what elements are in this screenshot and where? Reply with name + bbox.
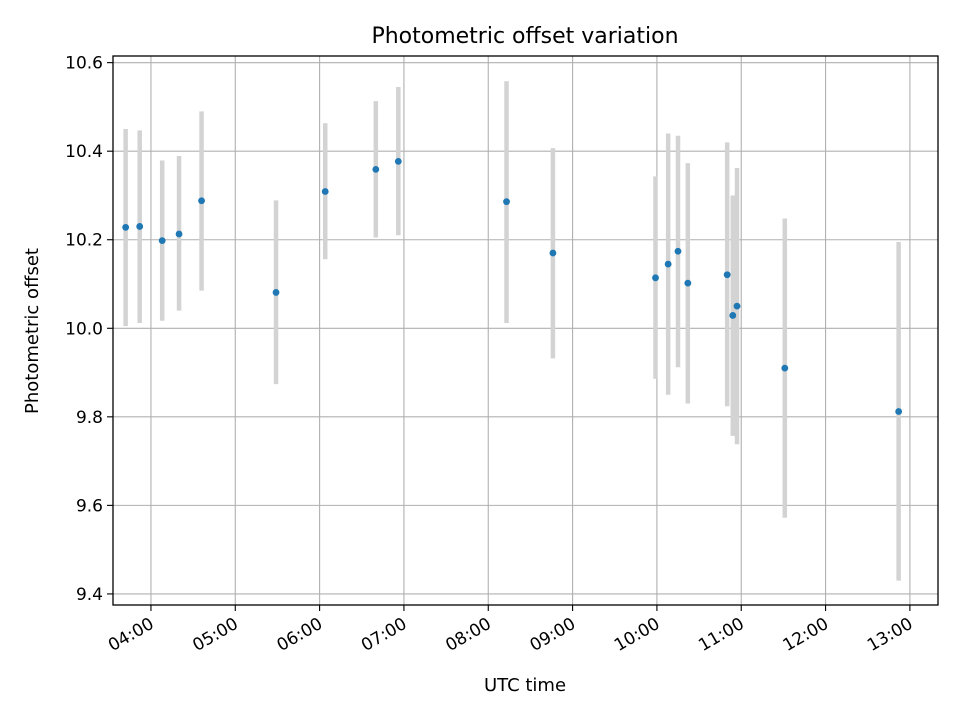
y-tick-label: 10.0: [65, 319, 103, 339]
data-point: [175, 230, 183, 238]
chart-title: Photometric offset variation: [371, 24, 678, 49]
data-point: [684, 279, 692, 287]
data-point: [652, 274, 659, 282]
data-point: [158, 237, 166, 245]
data-point: [272, 289, 280, 296]
y-tick-label: 9.6: [76, 496, 103, 516]
data-point: [674, 247, 682, 255]
data-point: [895, 408, 903, 415]
x-axis-label: UTC time: [484, 675, 566, 696]
data-point: [664, 260, 672, 268]
data-point: [723, 271, 731, 279]
point-layer: [122, 157, 903, 415]
y-tick-label: 10.6: [65, 54, 103, 74]
y-tick-label: 9.8: [76, 408, 103, 428]
data-point: [136, 223, 144, 230]
y-tick-layer: 9.4 9.6 9.8 10.0 10.2 10.4 10.6: [65, 54, 113, 605]
data-point: [503, 198, 510, 206]
data-point: [781, 364, 789, 372]
plot-frame: [112, 55, 939, 606]
y-tick-label: 9.4: [76, 585, 103, 605]
grid-layer: [113, 56, 938, 605]
y-tick-label: 10.4: [65, 142, 103, 162]
data-point: [729, 312, 737, 319]
data-point: [549, 249, 557, 257]
data-point: [733, 302, 741, 310]
data-point: [321, 188, 329, 195]
data-point: [198, 197, 205, 205]
data-point: [122, 223, 130, 231]
data-point: [372, 165, 380, 173]
data-point: [394, 157, 402, 165]
y-axis-label: Photometric offset: [22, 248, 43, 414]
y-tick-label: 10.2: [65, 231, 103, 251]
